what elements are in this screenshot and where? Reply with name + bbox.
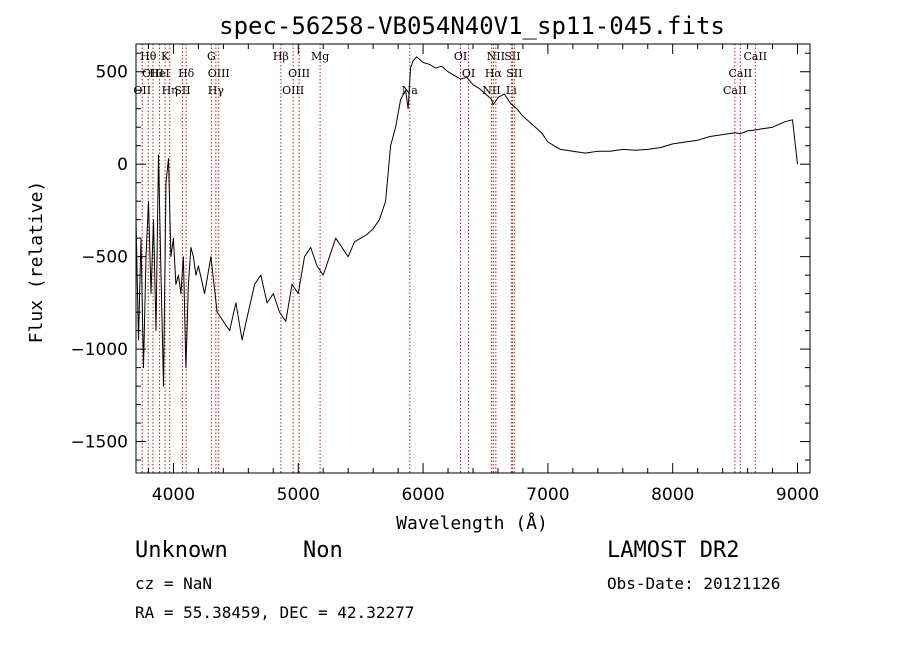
x-axis-label: Wavelength (Å)	[396, 512, 548, 534]
spectral-line-label: Hδ	[178, 67, 195, 80]
y-tick-label: −1500	[70, 433, 128, 453]
spectral-line-label: Hη	[162, 84, 178, 97]
spectral-line-label: Hθ	[140, 50, 157, 63]
flux-series	[135, 56, 798, 387]
spectral-line-label: NII	[482, 84, 500, 97]
spectral-line-label: NII	[487, 50, 505, 63]
redshift-text: cz = NaN	[135, 574, 213, 593]
x-tick-label: 6000	[401, 485, 444, 505]
spectral-line-label: Mg	[311, 50, 329, 63]
x-tick-label: 8000	[651, 485, 694, 505]
y-axis: −1500 −1000 −500 0 500	[70, 52, 810, 461]
obs-date-text: Obs-Date: 20121126	[607, 574, 781, 593]
spectral-line-label: CaII	[723, 84, 747, 97]
spectral-line-label: CaII	[729, 67, 753, 80]
y-tick-label: −500	[81, 248, 128, 268]
flux-line-series-0	[135, 56, 798, 387]
spectral-line-label: OII	[133, 84, 151, 97]
x-axis: 4000 5000 6000 7000 8000 9000	[147, 44, 819, 505]
spectral-line-label: SII	[504, 50, 520, 63]
x-tick-label: 5000	[277, 485, 320, 505]
spectral-line-label: OI	[462, 67, 475, 80]
spectral-line-label: Li	[506, 84, 517, 97]
chart-title: spec-56258-VB054N40V1_sp11-045.fits	[219, 12, 725, 40]
spectral-line-label: Hα	[485, 67, 503, 80]
y-axis-label: Flux (relative)	[26, 181, 47, 344]
spectral-line-label: Hγ	[208, 84, 225, 97]
spectral-line-label: HeI	[149, 67, 169, 80]
spectral-subclass: Non	[303, 538, 343, 563]
spectral-line-markers: OIIHθOIIIHeIKHηSIIHδGHγOIIIHβOIIIOIIIMgN…	[133, 44, 767, 473]
spectral-line-label: OIII	[288, 67, 310, 80]
y-tick-label: 0	[117, 155, 128, 175]
spectral-class: Unknown	[135, 538, 228, 563]
spectral-line-label: OI	[454, 50, 467, 63]
spectral-line-label: Hβ	[273, 50, 289, 63]
spectral-line-label: OIII	[282, 84, 304, 97]
x-tick-label: 7000	[526, 485, 569, 505]
spectral-line-label: G	[207, 50, 216, 63]
plot-frame	[135, 43, 811, 474]
spectral-line-label: OIII	[208, 67, 230, 80]
spectral-line-label: SII	[174, 84, 190, 97]
x-tick-label: 9000	[776, 485, 819, 505]
x-tick-label: 4000	[152, 485, 195, 505]
y-tick-label: 500	[96, 63, 128, 83]
spectral-line-label: CaII	[743, 50, 767, 63]
spectral-line-label: K	[161, 50, 170, 63]
spectral-line-label: SII	[506, 67, 522, 80]
coordinates-text: RA = 55.38459, DEC = 42.32277	[135, 603, 415, 622]
survey-name: LAMOST DR2	[607, 538, 740, 563]
y-tick-label: −1000	[70, 340, 128, 360]
spectral-line-label: OIII	[142, 67, 164, 80]
